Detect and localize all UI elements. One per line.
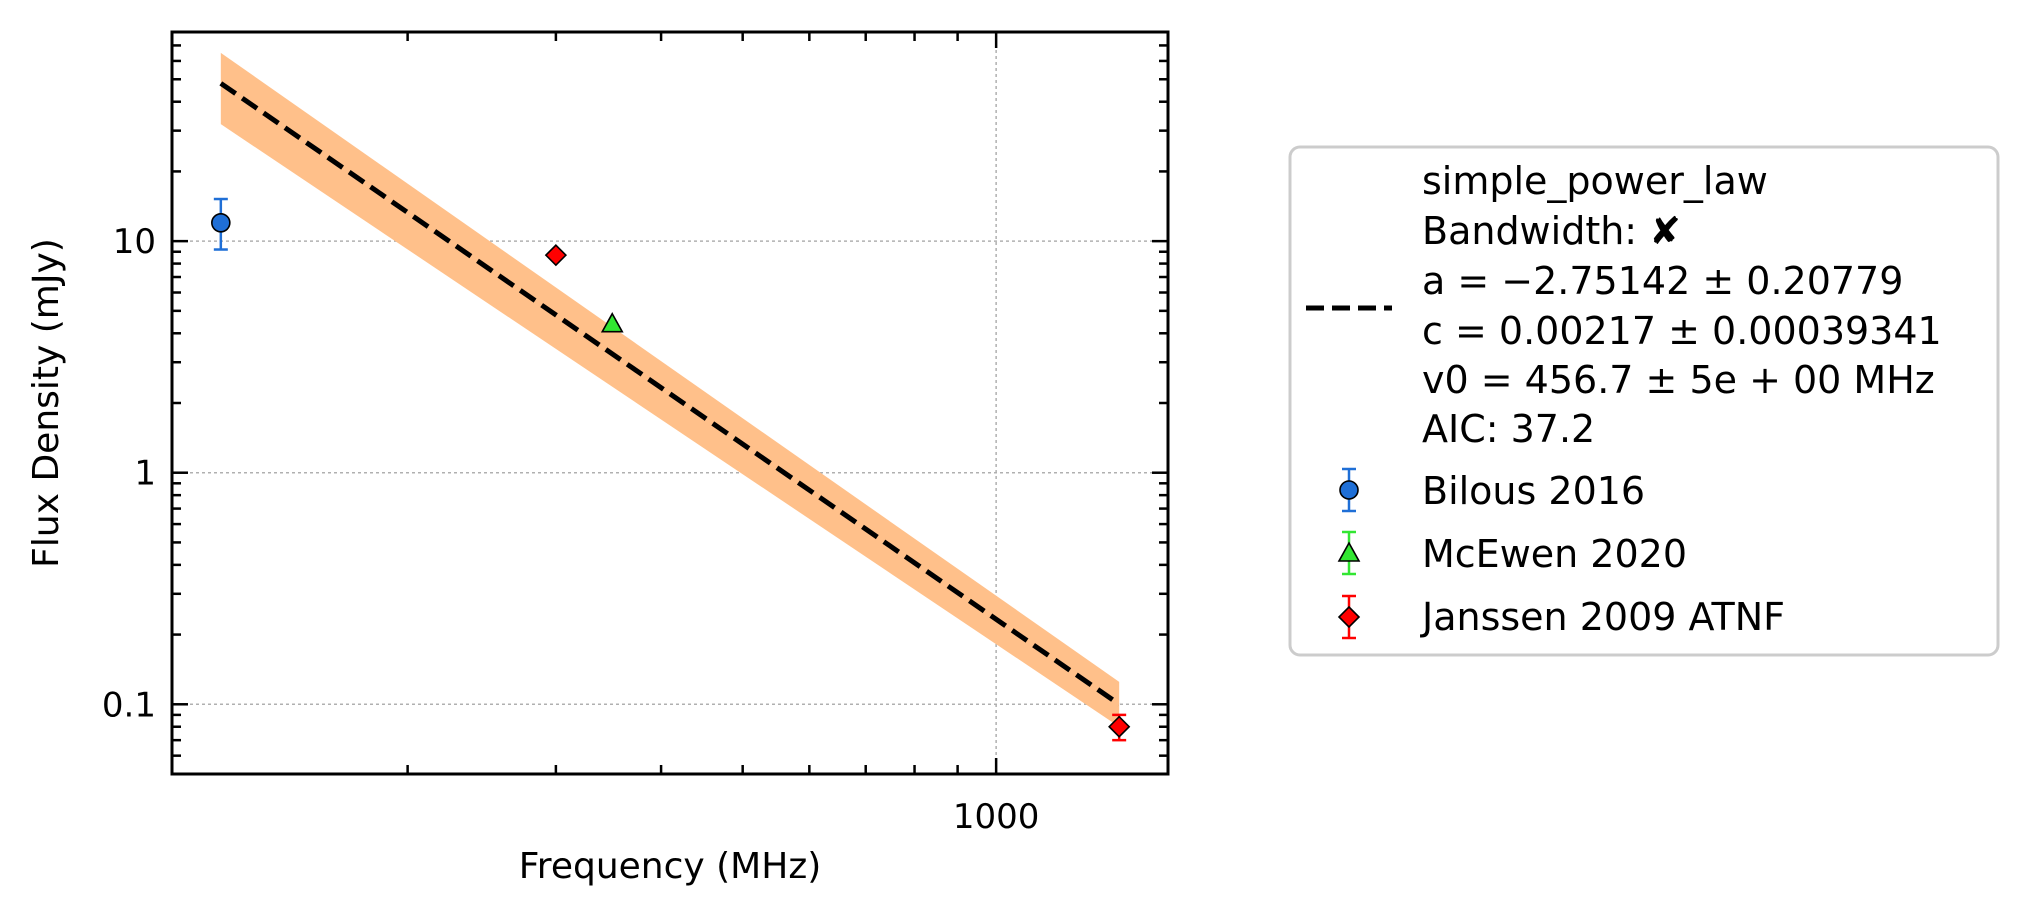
legend-mcewen-marker	[1337, 541, 1361, 562]
fit-band-polygon	[220, 52, 1120, 727]
y-tick-label-1: 1	[134, 454, 156, 494]
mcewen-2020-point-0-marker	[600, 312, 624, 333]
y-tick-label-2: 10	[113, 222, 156, 262]
tick-labels: 1000 0.1 1 10	[102, 222, 1039, 837]
y-axis-label: Flux Density (mJy)	[26, 238, 67, 568]
y-tick-label-0: 0.1	[102, 685, 156, 725]
fit-line	[219, 81, 1121, 707]
janssen-2009-atnf-point-1-marker	[1108, 715, 1131, 738]
x-tick-label-0: 1000	[953, 797, 1040, 837]
legend-fit-line-2: a = −2.75142 ± 0.20779	[1422, 259, 1903, 303]
legend-entry-bilous-2016: Bilous 2016	[1339, 467, 1645, 513]
legend-fit-line-0: simple_power_law	[1422, 159, 1768, 203]
legend-frame	[1288, 145, 2000, 657]
legend-fit-line-3: c = 0.00217 ± 0.00039341	[1422, 309, 1942, 353]
x-axis-label: Frequency (MHz)	[519, 846, 822, 887]
legend-bilous-marker	[1339, 480, 1359, 500]
grid-lines	[172, 32, 1168, 774]
data-points	[211, 197, 1131, 742]
legend-janssen-marker	[1337, 605, 1361, 629]
axis-ticks	[172, 30, 1168, 776]
janssen-2009-atnf-point-0-marker	[544, 244, 568, 267]
legend-fit-line-4: v0 = 456.7 ± 5e + 00 MHz	[1422, 358, 1935, 402]
fit-uncertainty-band	[220, 52, 1120, 727]
bilous-2016-point-0-marker	[211, 212, 231, 233]
legend-label-janssen: Janssen 2009 ATNF	[1420, 595, 1785, 639]
legend-label-bilous: Bilous 2016	[1422, 469, 1645, 513]
legend-fit-line-1: Bandwidth: ✘	[1422, 209, 1681, 253]
legend-entry-janssen-2009: Janssen 2009 ATNF	[1337, 594, 1785, 640]
fit-dashed-line	[219, 81, 1121, 707]
legend-fit-line-5: AIC: 37.2	[1422, 407, 1595, 451]
legend: simple_power_law Bandwidth: ✘ a = −2.751…	[1288, 145, 2000, 657]
legend-label-mcewen: McEwen 2020	[1422, 532, 1687, 576]
legend-entry-mcewen-2020: McEwen 2020	[1337, 530, 1687, 576]
